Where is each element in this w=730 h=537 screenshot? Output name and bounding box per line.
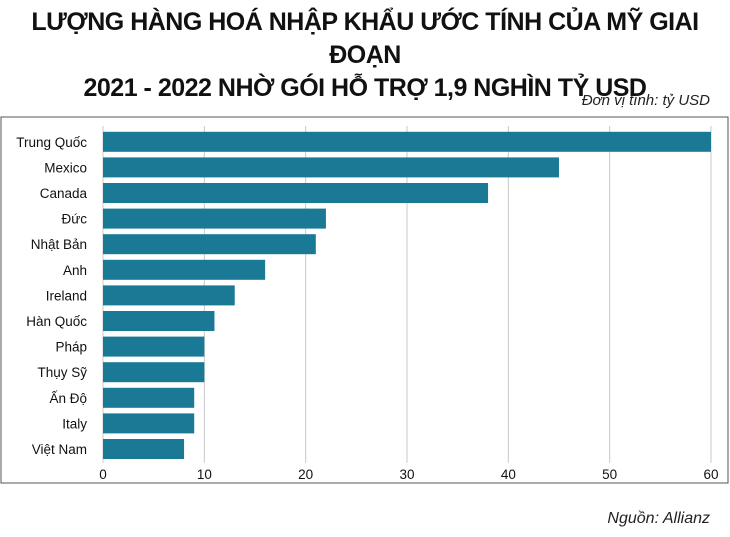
bar: [103, 311, 215, 331]
bar: [103, 183, 489, 203]
category-label: Anh: [63, 263, 87, 278]
bar: [103, 157, 559, 178]
bar: [103, 387, 195, 408]
x-tick-label: 40: [501, 467, 516, 482]
category-label: Pháp: [55, 340, 87, 355]
category-label: Canada: [40, 186, 88, 201]
chart-title-line-1: LƯỢNG HÀNG HOÁ NHẬP KHẨU ƯỚC TÍNH CỦA MỸ…: [31, 8, 699, 69]
category-label: Hàn Quốc: [26, 314, 87, 329]
bar: [103, 234, 316, 255]
bar: [103, 208, 326, 229]
bar: [103, 439, 185, 459]
x-tick-label: 0: [99, 467, 107, 482]
chart-frame: [0, 116, 729, 484]
category-label: Ấn Độ: [49, 391, 87, 406]
chart-title-line-2: 2021 - 2022 NHỜ GÓI HỖ TRỢ 1,9 NGHÌN TỶ …: [83, 74, 647, 102]
bar: [103, 285, 235, 306]
category-label: Mexico: [44, 160, 87, 175]
chart-title: LƯỢNG HÀNG HOÁ NHẬP KHẨU ƯỚC TÍNH CỦA MỸ…: [0, 6, 730, 105]
category-label: Việt Nam: [32, 442, 87, 457]
x-tick-labels: 0 10 20 30 40 50 60: [99, 467, 718, 482]
bar: [103, 362, 205, 383]
bar: [103, 131, 711, 152]
x-tick-label: 20: [298, 467, 313, 482]
bar: [103, 259, 266, 280]
bar: [103, 336, 205, 357]
x-tick-label: 30: [399, 467, 414, 482]
category-labels: Trung Quốc Mexico Canada Đức Nhật Bản Anh Irel…: [16, 135, 87, 457]
x-tick-label: 50: [602, 467, 617, 482]
category-label: Thụy Sỹ: [37, 365, 87, 380]
source-label: Nguồn: Allianz: [607, 510, 710, 527]
category-label: Trung Quốc: [16, 135, 87, 150]
x-tick-label: 60: [703, 467, 718, 482]
category-label: Ireland: [46, 288, 87, 303]
bar: [103, 413, 195, 434]
unit-label: Đơn vị tính: tỷ USD: [581, 92, 710, 109]
x-tick-label: 10: [197, 467, 212, 482]
bars: [103, 131, 711, 459]
category-label: Đức: [61, 212, 87, 227]
category-label: Nhật Bản: [31, 237, 87, 252]
category-label: Italy: [62, 416, 87, 431]
